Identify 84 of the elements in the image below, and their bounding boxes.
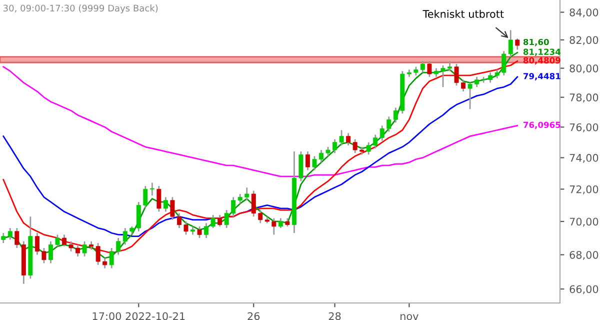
candlestick bbox=[352, 138, 358, 154]
candlestick bbox=[122, 227, 128, 246]
candlestick bbox=[68, 240, 74, 252]
candlestick bbox=[386, 116, 392, 132]
chart-title: 30, 09:00-17:30 (9999 Days Back) bbox=[3, 4, 158, 14]
candlestick bbox=[197, 226, 202, 239]
candlestick bbox=[468, 82, 472, 110]
candlestick bbox=[420, 60, 425, 74]
candlestick bbox=[461, 79, 466, 92]
candlestick bbox=[176, 212, 182, 229]
line-series bbox=[2, 66, 518, 178]
y-tick-label: 82,00 bbox=[570, 36, 598, 46]
y-tick-label: 74,00 bbox=[570, 154, 598, 163]
candlestick bbox=[244, 186, 250, 202]
y-tick-label: 70,00 bbox=[570, 218, 598, 227]
candlestick bbox=[427, 60, 432, 78]
candlestick bbox=[346, 132, 351, 146]
candlestick bbox=[224, 209, 229, 229]
candlestick bbox=[96, 242, 100, 266]
candlestick bbox=[34, 232, 40, 256]
candlestick bbox=[143, 185, 148, 210]
y-tick-label: 78,00 bbox=[570, 94, 598, 102]
x-tick-label: nov bbox=[400, 314, 418, 320]
candlestick bbox=[298, 150, 304, 182]
candlestick bbox=[380, 124, 384, 142]
candlestick bbox=[76, 244, 80, 258]
candlestick bbox=[502, 50, 506, 76]
candlestick bbox=[373, 134, 378, 150]
candlestick bbox=[515, 38, 520, 50]
candlestick bbox=[508, 29, 513, 58]
candlestick bbox=[454, 63, 459, 86]
candlestick bbox=[231, 196, 236, 218]
y-tick-label: 72,00 bbox=[570, 185, 598, 194]
data-label: 81,1234 bbox=[523, 48, 561, 56]
candlestick bbox=[184, 220, 188, 236]
candlestick bbox=[55, 234, 60, 248]
candlestick bbox=[272, 218, 276, 236]
y-tick-label: 66,00 bbox=[570, 285, 598, 294]
candlestick bbox=[238, 193, 242, 204]
text: 81,60 bbox=[523, 38, 549, 46]
candlestick bbox=[14, 227, 20, 249]
candlestick bbox=[305, 150, 310, 171]
candlestick bbox=[163, 196, 168, 212]
candlestick bbox=[278, 218, 283, 229]
candlestick bbox=[116, 237, 121, 256]
candlestick bbox=[366, 142, 371, 156]
candlestick bbox=[102, 257, 108, 270]
data-label: 80,4809 bbox=[523, 57, 560, 65]
y-tick-label: 84,00 bbox=[570, 8, 598, 18]
candlestick bbox=[251, 190, 256, 218]
candlestick bbox=[62, 234, 66, 248]
candlestick bbox=[332, 138, 338, 154]
candlestick bbox=[150, 182, 154, 196]
candlestick bbox=[170, 196, 175, 221]
candlestick bbox=[109, 247, 114, 270]
y-tick-label: 80,00 bbox=[570, 64, 598, 74]
candlestick bbox=[474, 76, 480, 88]
x-tick-label: 26 bbox=[248, 312, 260, 320]
candlestick bbox=[326, 146, 330, 157]
candlestick bbox=[204, 222, 209, 239]
candlestick bbox=[210, 214, 216, 229]
data-label: 79,4481 bbox=[524, 72, 560, 80]
candlestick bbox=[48, 240, 53, 264]
x-tick-label: 28 bbox=[328, 312, 341, 320]
x-tick-label: 17:00 2022-10-21 bbox=[92, 312, 185, 320]
y-tick-label: 76,00 bbox=[570, 123, 598, 132]
annotation: Tekniskt utbrott bbox=[422, 10, 504, 18]
candlestick bbox=[393, 106, 398, 124]
candlestick bbox=[1, 232, 6, 244]
candlestick bbox=[156, 185, 162, 212]
candlestick bbox=[319, 149, 324, 164]
candlestick bbox=[339, 129, 344, 146]
candlestick bbox=[440, 64, 446, 88]
candlestick bbox=[488, 72, 493, 84]
candlestick bbox=[312, 155, 317, 171]
candlestick bbox=[8, 227, 12, 240]
candlestick bbox=[42, 247, 46, 264]
candlestick bbox=[448, 60, 452, 72]
candlestick bbox=[218, 214, 222, 228]
data-label: 76,0965 bbox=[524, 122, 560, 130]
candlestick bbox=[136, 201, 141, 232]
candlestick bbox=[82, 240, 87, 258]
candlestick bbox=[258, 209, 263, 224]
y-tick-label: 68,00 bbox=[570, 250, 598, 260]
